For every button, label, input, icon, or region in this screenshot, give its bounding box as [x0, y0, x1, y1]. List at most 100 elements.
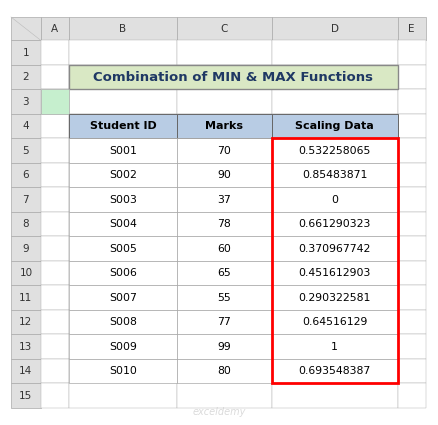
Bar: [69, 139, 177, 163]
Text: 9: 9: [22, 244, 29, 254]
Text: S003: S003: [109, 195, 137, 205]
Bar: [41, 236, 69, 261]
Text: 0.370967742: 0.370967742: [298, 244, 370, 254]
Bar: [41, 212, 69, 236]
Text: S006: S006: [109, 268, 137, 278]
Bar: [177, 163, 271, 187]
Bar: [11, 163, 41, 187]
Text: S002: S002: [109, 170, 137, 180]
Bar: [271, 383, 397, 408]
Bar: [69, 359, 177, 383]
Bar: [41, 163, 69, 187]
Bar: [177, 114, 271, 139]
Bar: [271, 236, 397, 261]
Bar: [41, 17, 69, 40]
Bar: [69, 114, 177, 139]
Bar: [177, 187, 271, 212]
Text: 11: 11: [19, 293, 32, 303]
Text: 55: 55: [217, 293, 231, 303]
Bar: [177, 163, 271, 187]
Bar: [177, 65, 271, 89]
Bar: [69, 65, 177, 89]
Text: Student ID: Student ID: [89, 121, 156, 131]
Text: 0.661290323: 0.661290323: [298, 219, 370, 229]
Bar: [271, 236, 397, 261]
Text: 13: 13: [19, 342, 32, 352]
Bar: [69, 89, 177, 114]
Bar: [397, 212, 425, 236]
Text: S007: S007: [109, 293, 137, 303]
Bar: [397, 334, 425, 359]
Bar: [177, 17, 271, 40]
Bar: [397, 236, 425, 261]
Text: 0: 0: [330, 195, 337, 205]
Bar: [41, 383, 69, 408]
Bar: [41, 114, 69, 139]
Bar: [41, 261, 69, 286]
Bar: [69, 40, 177, 65]
Bar: [271, 187, 397, 212]
Bar: [69, 212, 177, 236]
Bar: [69, 236, 177, 261]
Bar: [69, 261, 177, 286]
Bar: [69, 17, 177, 40]
Bar: [41, 334, 69, 359]
Text: 12: 12: [19, 317, 32, 327]
Text: 80: 80: [217, 366, 231, 376]
Bar: [41, 187, 69, 212]
Bar: [177, 212, 271, 236]
Bar: [69, 383, 177, 408]
Bar: [69, 236, 177, 261]
Text: S005: S005: [109, 244, 137, 254]
Bar: [41, 65, 69, 89]
Bar: [271, 163, 397, 187]
Bar: [177, 261, 271, 286]
Text: exceldemy: exceldemy: [192, 407, 246, 417]
Bar: [271, 114, 397, 139]
Bar: [69, 334, 177, 359]
Bar: [271, 40, 397, 65]
Text: 78: 78: [217, 219, 231, 229]
Bar: [177, 310, 271, 334]
Bar: [177, 286, 271, 310]
Text: Combination of MIN & MAX Functions: Combination of MIN & MAX Functions: [93, 71, 372, 84]
Bar: [177, 139, 271, 163]
Bar: [271, 334, 397, 359]
Text: 5: 5: [22, 146, 29, 156]
Bar: [271, 139, 397, 383]
Bar: [271, 139, 397, 163]
Text: S001: S001: [109, 146, 137, 156]
Text: 37: 37: [217, 195, 231, 205]
Bar: [11, 310, 41, 334]
Bar: [177, 261, 271, 286]
Bar: [11, 40, 41, 65]
Bar: [397, 40, 425, 65]
Bar: [271, 89, 397, 114]
Bar: [69, 163, 177, 187]
Bar: [11, 261, 41, 286]
Bar: [11, 359, 41, 383]
Bar: [41, 40, 69, 65]
Text: 0.290322581: 0.290322581: [298, 293, 370, 303]
Text: 1: 1: [331, 342, 337, 352]
Bar: [177, 334, 271, 359]
Bar: [271, 310, 397, 334]
Bar: [271, 310, 397, 334]
Bar: [11, 139, 41, 163]
Bar: [11, 236, 41, 261]
Text: 0.451612903: 0.451612903: [298, 268, 370, 278]
Bar: [69, 310, 177, 334]
Text: S010: S010: [109, 366, 137, 376]
Bar: [69, 114, 177, 139]
Bar: [11, 212, 41, 236]
Bar: [177, 40, 271, 65]
Bar: [69, 310, 177, 334]
Text: E: E: [407, 24, 414, 34]
Bar: [69, 187, 177, 212]
Bar: [177, 89, 271, 114]
Bar: [69, 212, 177, 236]
Bar: [397, 65, 425, 89]
Text: 60: 60: [217, 244, 231, 254]
Text: Scaling Data: Scaling Data: [295, 121, 373, 131]
Bar: [177, 212, 271, 236]
